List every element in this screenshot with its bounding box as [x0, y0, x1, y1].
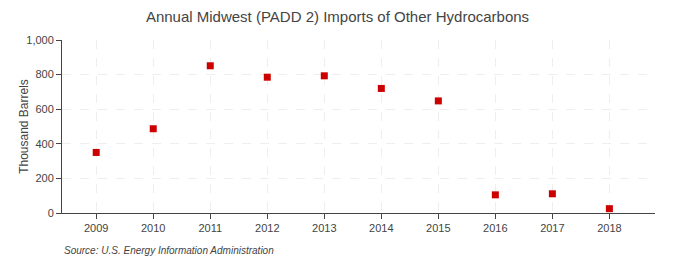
- svg-text:800: 800: [35, 68, 53, 80]
- svg-text:2017: 2017: [540, 222, 564, 234]
- svg-text:200: 200: [35, 172, 53, 184]
- svg-text:2010: 2010: [141, 222, 165, 234]
- svg-text:1,000: 1,000: [26, 34, 54, 46]
- svg-text:2009: 2009: [84, 222, 108, 234]
- svg-text:Annual Midwest (PADD 2) Import: Annual Midwest (PADD 2) Imports of Other…: [146, 8, 529, 25]
- svg-text:2018: 2018: [597, 222, 621, 234]
- svg-text:0: 0: [48, 207, 54, 219]
- svg-text:2011: 2011: [198, 222, 222, 234]
- svg-text:Thousand Barrels: Thousand Barrels: [17, 79, 31, 174]
- svg-text:Source: U.S. Energy Informatio: Source: U.S. Energy Information Administ…: [64, 245, 274, 256]
- svg-text:2012: 2012: [255, 222, 279, 234]
- svg-text:2014: 2014: [369, 222, 393, 234]
- svg-text:2013: 2013: [312, 222, 336, 234]
- svg-text:400: 400: [35, 138, 53, 150]
- svg-text:2015: 2015: [426, 222, 450, 234]
- svg-text:2016: 2016: [483, 222, 507, 234]
- svg-text:600: 600: [35, 103, 53, 115]
